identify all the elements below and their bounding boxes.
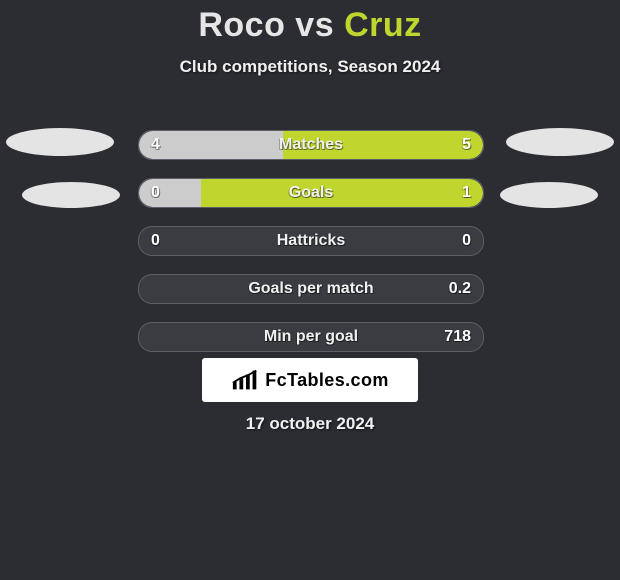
stat-label: Min per goal: [139, 323, 483, 351]
stat-label: Hattricks: [139, 227, 483, 255]
stat-value-player2: 5: [462, 131, 471, 159]
stat-label: Goals: [139, 179, 483, 207]
stat-row: Matches4 5: [138, 130, 484, 160]
player1-avatar-shadow-top: [6, 128, 114, 156]
player1-avatar-shadow-bottom: [22, 182, 120, 208]
player2-avatar-shadow-bottom: [500, 182, 598, 208]
player2-name: Cruz: [344, 6, 422, 44]
stat-row: Min per goal718: [138, 322, 484, 352]
stat-value-player1: 0: [151, 227, 160, 255]
player2-avatar-shadow-top: [506, 128, 614, 156]
branding-text: FcTables.com: [265, 370, 389, 391]
chart-icon: [231, 368, 261, 392]
branding-badge: FcTables.com: [202, 358, 418, 402]
stat-row: Goals0 1: [138, 178, 484, 208]
stat-value-player2: 718: [444, 323, 471, 351]
stat-value-player2: 0.2: [449, 275, 471, 303]
stat-label: Goals per match: [139, 275, 483, 303]
stat-value-player2: 1: [462, 179, 471, 207]
comparison-bars: Matches45Goals01Hattricks00Goals per mat…: [138, 130, 482, 370]
stat-row: Goals per match0.2: [138, 274, 484, 304]
stat-label: Matches: [139, 131, 483, 159]
stat-value-player1: 0: [151, 179, 160, 207]
player1-name: Roco: [198, 6, 285, 44]
stat-value-player2: 0: [462, 227, 471, 255]
stat-row: Hattricks0 0: [138, 226, 484, 256]
subtitle: Club competitions, Season 2024: [0, 57, 620, 77]
vs-separator: vs: [295, 6, 334, 44]
page-title: Roco vs Cruz: [0, 6, 620, 45]
snapshot-date: 17 october 2024: [0, 414, 620, 434]
stat-value-player1: 4: [151, 131, 160, 159]
